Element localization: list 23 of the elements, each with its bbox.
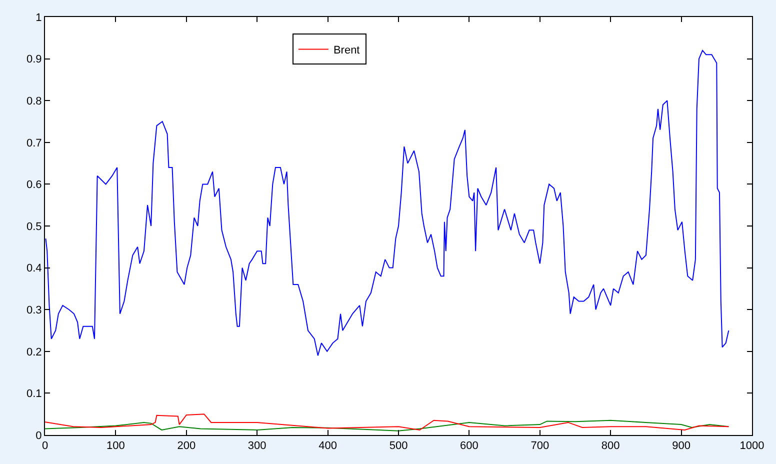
legend-label: Brent <box>333 44 360 57</box>
x-tick-label: 500 <box>389 440 408 452</box>
x-tick-label: 1000 <box>740 440 764 452</box>
x-tick-label: 700 <box>530 440 550 452</box>
y-tick-label: 0.4 <box>26 262 42 275</box>
y-tick-label: 0.6 <box>26 179 42 192</box>
y-tick-label: 1 <box>36 12 42 24</box>
x-tick-label: 900 <box>672 440 690 452</box>
x-tick-label: 200 <box>177 440 196 452</box>
x-tick-label: 300 <box>248 440 266 452</box>
x-tick-label: 600 <box>460 440 478 452</box>
x-tick-label: 100 <box>106 440 125 452</box>
x-tick-label: 800 <box>601 440 620 452</box>
line-series <box>45 414 730 430</box>
y-tick-label: 0.9 <box>26 54 42 66</box>
y-tick-label: 0 <box>36 430 42 442</box>
y-tick-label: 0.3 <box>26 304 42 316</box>
y-tick-label: 0.5 <box>26 220 42 233</box>
y-tick-label: 0.7 <box>26 137 42 150</box>
y-tick-label: 0.8 <box>26 95 42 108</box>
x-tick-label: 400 <box>318 440 337 452</box>
y-tick-label: 0.1 <box>26 388 42 400</box>
y-tick-label: 0.2 <box>26 346 42 358</box>
